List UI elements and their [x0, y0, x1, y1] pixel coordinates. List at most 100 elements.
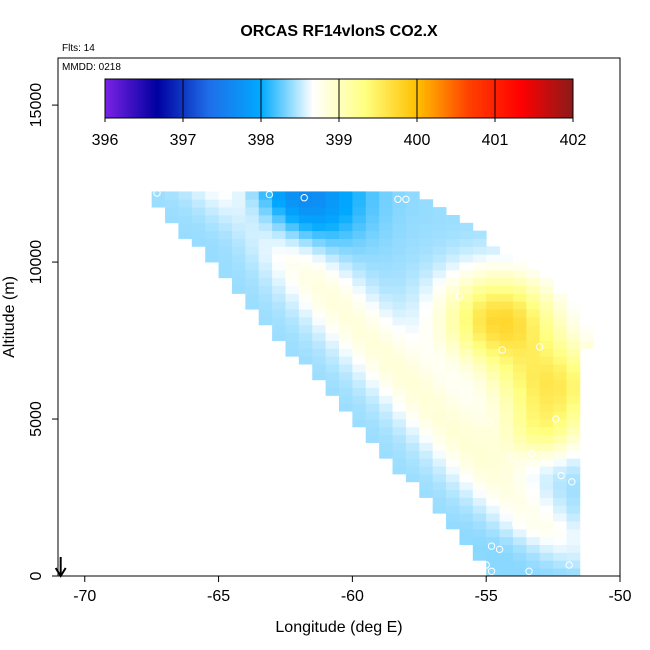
heatmap-cell — [285, 238, 300, 247]
heatmap-cell — [298, 332, 313, 341]
heatmap-cell — [472, 434, 487, 443]
heatmap-cell — [486, 246, 500, 255]
heatmap-cell — [272, 277, 286, 287]
heatmap-cell — [512, 426, 527, 436]
heatmap-cell — [566, 473, 581, 483]
heatmap-cell — [419, 348, 434, 357]
heatmap-cell — [499, 458, 514, 467]
heatmap-cell — [272, 207, 286, 216]
heatmap-cell — [272, 238, 286, 247]
heatmap-cell — [339, 348, 353, 357]
heatmap-cell — [499, 568, 514, 576]
heatmap-cell — [285, 230, 300, 239]
sample-point — [525, 567, 533, 575]
heatmap-cell — [419, 207, 434, 216]
heatmap-cell — [512, 481, 527, 491]
heatmap-cell — [486, 473, 500, 483]
heatmap-cell — [245, 301, 260, 310]
heatmap-cell — [526, 340, 541, 349]
heatmap-cell — [486, 426, 500, 436]
heatmap-cell — [486, 434, 500, 443]
heatmap-cell — [486, 262, 500, 271]
heatmap-cell — [539, 513, 554, 522]
heatmap-cell — [405, 324, 420, 334]
heatmap-cell — [526, 293, 541, 302]
heatmap-cell — [539, 442, 554, 451]
heatmap-cell — [432, 238, 447, 247]
heatmap-cell — [472, 246, 487, 255]
heatmap-cell — [512, 568, 527, 576]
heatmap-cell — [526, 332, 541, 341]
heatmap-cell — [526, 348, 541, 357]
heatmap-cell — [499, 379, 514, 389]
heatmap-cell — [405, 191, 420, 200]
heatmap-cell — [312, 285, 327, 294]
heatmap-cell — [272, 262, 286, 271]
heatmap-cell — [472, 371, 487, 381]
heatmap-cell — [258, 293, 273, 302]
heatmap-cell — [205, 199, 219, 208]
heatmap-cell — [486, 348, 500, 357]
heatmap-cell — [446, 505, 460, 514]
heatmap-cell — [325, 364, 340, 373]
heatmap-cell — [499, 434, 514, 443]
heatmap-cell — [272, 222, 286, 232]
heatmap-cell — [325, 230, 340, 239]
heatmap-cell — [446, 466, 460, 475]
heatmap-cell — [165, 214, 179, 224]
heatmap-cell — [526, 371, 541, 381]
heatmap-cell — [419, 262, 434, 271]
heatmap-cell — [459, 262, 474, 271]
heatmap-cell — [365, 191, 380, 200]
heatmap-cell — [312, 230, 327, 239]
heatmap-cell — [446, 473, 460, 483]
heatmap-cell — [245, 222, 260, 232]
heatmap-cell — [432, 214, 447, 224]
heatmap-cell — [379, 379, 393, 389]
heatmap-cell — [566, 568, 581, 576]
heatmap-cell — [419, 489, 434, 498]
heatmap-cell — [459, 528, 474, 538]
heatmap-cell — [379, 324, 393, 334]
heatmap-cell — [526, 364, 541, 373]
heatmap-cell — [312, 207, 327, 216]
heatmap-cell — [566, 458, 581, 467]
heatmap-cell — [446, 403, 460, 412]
heatmap-cell — [325, 199, 340, 208]
x-axis-label: Longitude (deg E) — [275, 619, 402, 636]
heatmap-cell — [205, 207, 219, 216]
heatmap-cell — [566, 317, 581, 326]
heatmap-cell — [512, 521, 527, 530]
heatmap-cell — [218, 262, 233, 271]
heatmap-cell — [499, 277, 514, 287]
heatmap-cell — [566, 324, 581, 334]
heatmap-cell — [325, 348, 340, 357]
heatmap-cell — [392, 222, 407, 232]
heatmap-cell — [392, 403, 407, 412]
heatmap-cell — [472, 458, 487, 467]
heatmap-cell — [459, 254, 474, 263]
heatmap-cell — [499, 403, 514, 412]
heatmap-cell — [272, 269, 286, 279]
heatmap-cell — [486, 411, 500, 420]
heatmap-cell — [459, 356, 474, 365]
heatmap-cell — [459, 277, 474, 287]
heatmap-cell — [405, 317, 420, 326]
heatmap-cell — [446, 513, 460, 522]
heatmap-cell — [539, 528, 554, 538]
heatmap-cell — [312, 332, 327, 341]
heatmap-cell — [405, 238, 420, 247]
heatmap-cell — [405, 301, 420, 310]
heatmap-cell — [352, 379, 367, 389]
heatmap-cell — [499, 466, 514, 475]
heatmap-cell — [539, 497, 554, 506]
heatmap-cell — [432, 254, 447, 263]
heatmap-cell — [392, 332, 407, 341]
heatmap-cell — [365, 269, 380, 279]
heatmap-cell — [566, 544, 581, 553]
heatmap-cell — [539, 356, 554, 365]
heatmap-cell — [472, 489, 487, 498]
heatmap-cell — [566, 434, 581, 443]
heatmap-cell — [446, 309, 460, 318]
flights-annotation: Flts: 14 — [62, 43, 95, 54]
